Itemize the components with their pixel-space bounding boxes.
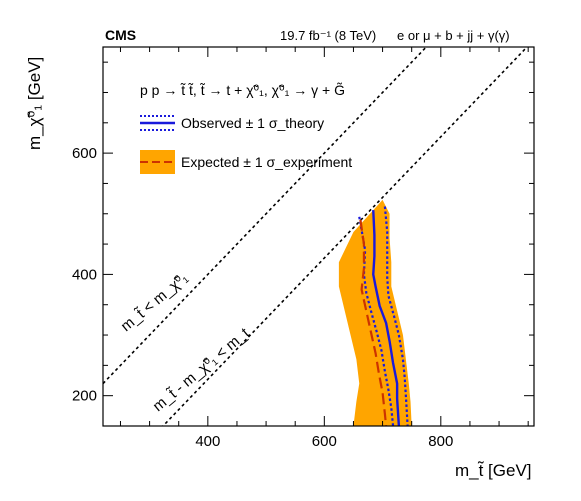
diagonal-line-0: [103, 47, 428, 385]
channel-label: e or μ + b + jj + γ(γ): [397, 28, 510, 43]
luminosity-label: 19.7 fb⁻¹ (8 TeV): [280, 28, 376, 43]
y-tick-label: 600: [72, 145, 97, 162]
observed-upper-line: [383, 206, 409, 426]
expected-line: [359, 219, 388, 426]
axis-ticks: 400 600 800 200 400 600: [72, 47, 534, 450]
experiment-label: CMS: [105, 27, 136, 43]
observed-lower-line: [358, 216, 395, 426]
plot-area: [103, 47, 529, 426]
diagonal-label-kinematic: m_t̃ < m_χ̃⁰₁: [118, 269, 192, 335]
observed-line: [372, 210, 401, 426]
x-tick-label: 400: [195, 433, 220, 450]
diagonal-label-top-mass: m_t̃ - m_χ̃⁰₁ < m_t: [150, 324, 254, 415]
legend-observed-label: Observed ± 1 σ_theory: [181, 115, 324, 131]
plot-frame: [102, 46, 535, 427]
x-tick-label: 600: [312, 433, 337, 450]
y-axis-title: m_χ̃⁰₁ [GeV]: [25, 57, 44, 150]
legend: Observed ± 1 σ_theory Expected ± 1 σ_exp…: [140, 115, 352, 174]
process-label: p p → t̃ t̃, t̃ → t + χ̃⁰₁, χ̃⁰₁ → γ + G…: [140, 82, 345, 98]
diagonal-line-1: [161, 47, 529, 426]
legend-expected-label: Expected ± 1 σ_experiment: [181, 154, 352, 170]
y-tick-label: 400: [72, 266, 97, 283]
x-axis-title: m_t̃ [GeV]: [455, 461, 532, 480]
y-tick-label: 200: [72, 388, 97, 405]
x-tick-label: 800: [428, 433, 453, 450]
